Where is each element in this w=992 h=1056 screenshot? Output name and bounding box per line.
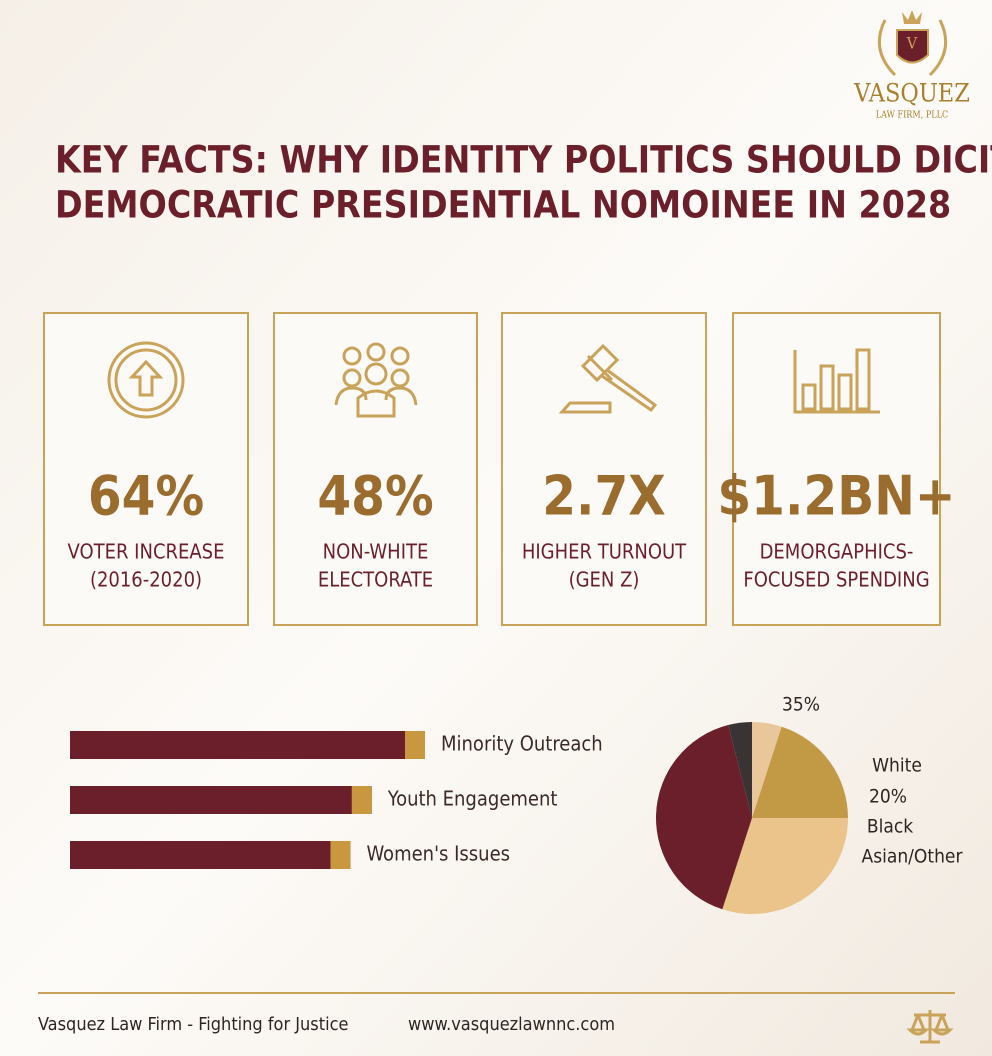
card bbox=[732, 312, 941, 626]
logo-subtitle: LAW FIRM, PLLC bbox=[876, 111, 949, 121]
bar-accent bbox=[405, 731, 425, 759]
card-stat: $1.2BN+ bbox=[717, 465, 955, 528]
pie-slice bbox=[752, 722, 782, 818]
icon-gavel bbox=[558, 343, 658, 414]
footer-url: www.vasquezlawnnc.com bbox=[408, 1014, 615, 1035]
icon-arrow bbox=[107, 341, 185, 419]
logo: V VASQUEZ LAW FIRM, PLLC bbox=[853, 10, 970, 121]
icon-scales bbox=[906, 1010, 954, 1044]
bar-label: Youth Engagement bbox=[387, 787, 558, 811]
pie-slice bbox=[655, 725, 752, 910]
icon-people bbox=[334, 342, 418, 418]
pie-slice bbox=[722, 818, 848, 915]
logo-name: VASQUEZ bbox=[853, 79, 970, 108]
bar bbox=[70, 786, 372, 814]
card bbox=[501, 312, 707, 626]
card-label: DEMORGAPHICS- bbox=[760, 540, 914, 564]
pie-slice bbox=[752, 726, 848, 818]
card bbox=[43, 312, 249, 626]
pie-annotation: 20% bbox=[869, 786, 907, 808]
pie-annotation: Asian/Other bbox=[862, 846, 964, 868]
card-stat: 2.7X bbox=[542, 465, 666, 528]
card-label: ELECTORATE bbox=[318, 568, 433, 592]
title-line: KEY FACTS: WHY IDENTITY POLITICS SHOULD … bbox=[55, 139, 992, 182]
card-stat: 64% bbox=[88, 465, 204, 528]
card-label: (GEN Z) bbox=[569, 568, 640, 592]
card-label: NON-WHITE bbox=[323, 540, 429, 564]
card-label: (2016-2020) bbox=[90, 568, 202, 592]
icon-bar-chart bbox=[793, 348, 880, 414]
card-stat: 48% bbox=[317, 465, 433, 528]
bar bbox=[70, 841, 351, 869]
pie-annotation: Black bbox=[867, 816, 913, 838]
bar-label: Minority Outreach bbox=[441, 732, 603, 756]
svg-text:V: V bbox=[906, 34, 918, 53]
bar-accent bbox=[351, 786, 372, 814]
card-label: HIGHER TURNOUT bbox=[522, 540, 687, 564]
pie-slice bbox=[728, 722, 752, 818]
bar-label: Women's Issues bbox=[366, 842, 510, 866]
title-line: DEMOCRATIC PRESIDENTIAL NOMOINEE IN 2028 bbox=[55, 184, 951, 227]
footer-tagline: Vasquez Law Firm - Fighting for Justice bbox=[38, 1014, 348, 1035]
bar-accent bbox=[330, 841, 351, 869]
bar bbox=[70, 731, 425, 759]
card-label: FOCUSED SPENDING bbox=[743, 568, 929, 592]
card-label: VOTER INCREASE bbox=[68, 540, 225, 564]
pie-annotation: White bbox=[872, 755, 922, 777]
pie-annotation: 35% bbox=[782, 694, 820, 716]
